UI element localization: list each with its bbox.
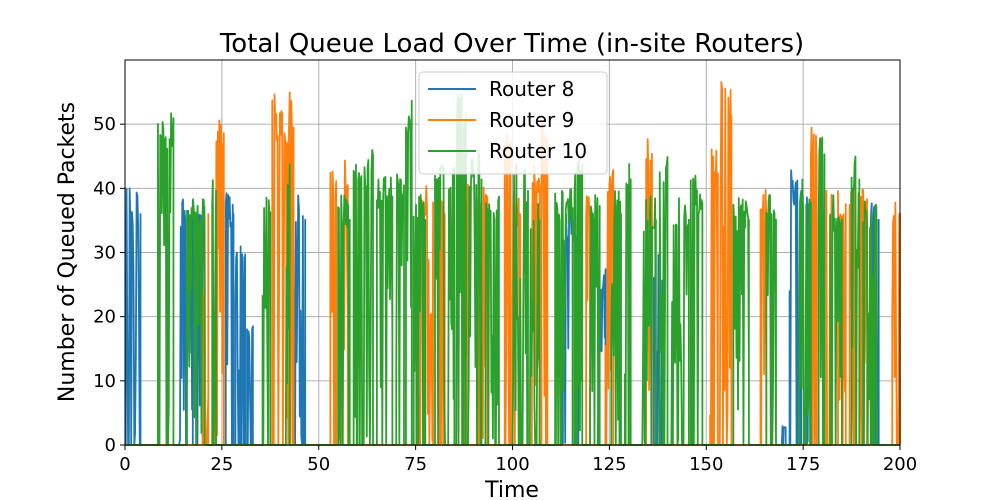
x-tick-label: 175 — [786, 454, 820, 475]
x-axis-label: Time — [484, 478, 539, 500]
x-tick-label: 75 — [404, 454, 427, 475]
axis-ticks: 0 25 50 75 100 125 150 175 200 0 10 20 30 40 50 — [93, 114, 917, 475]
y-tick-label: 0 — [105, 435, 116, 456]
y-tick-label: 10 — [93, 371, 116, 392]
y-tick-label: 20 — [93, 307, 116, 328]
y-tick-label: 50 — [93, 114, 116, 135]
legend-label: Router 8 — [489, 77, 574, 101]
chart-title: Total Queue Load Over Time (in-site Rout… — [219, 29, 804, 59]
legend: Router 8 Router 9 Router 10 — [418, 71, 608, 175]
y-axis-label: Number of Queued Packets — [55, 102, 80, 402]
y-tick-label: 30 — [93, 243, 116, 264]
legend-label: Router 9 — [489, 108, 574, 132]
x-tick-label: 100 — [495, 454, 529, 475]
x-tick-label: 150 — [689, 454, 723, 475]
legend-box — [418, 71, 608, 175]
x-tick-label: 125 — [592, 454, 626, 475]
x-tick-label: 0 — [119, 454, 130, 475]
x-tick-label: 25 — [210, 454, 233, 475]
legend-label: Router 10 — [489, 139, 587, 163]
x-tick-label: 200 — [883, 454, 917, 475]
x-tick-label: 50 — [307, 454, 330, 475]
y-tick-label: 40 — [93, 178, 116, 199]
